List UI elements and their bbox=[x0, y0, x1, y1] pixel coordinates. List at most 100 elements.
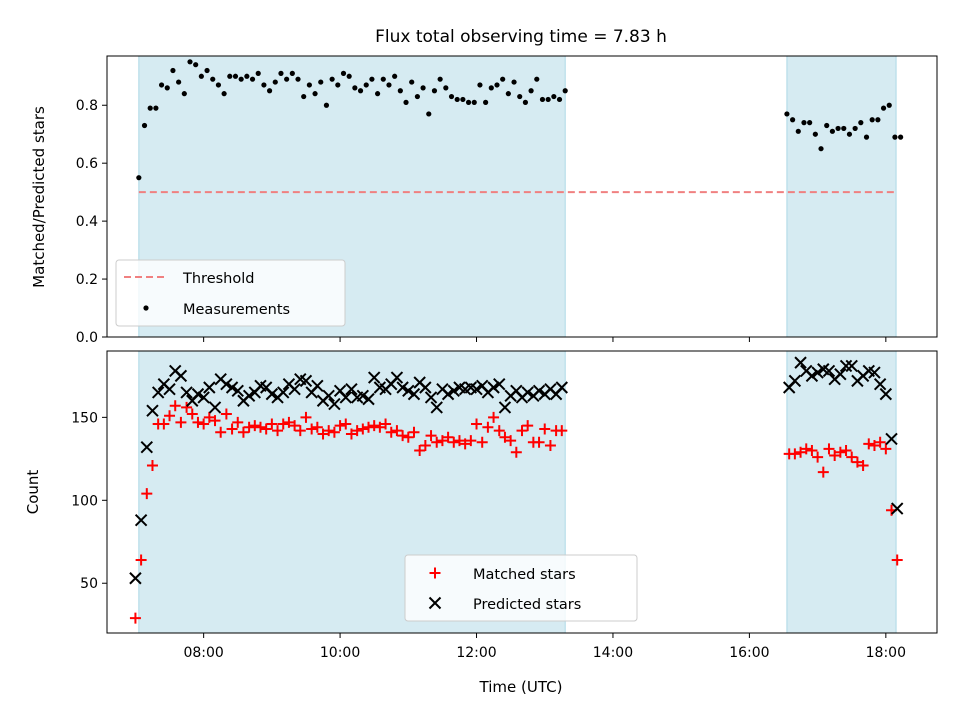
measurement-point bbox=[221, 91, 227, 97]
measurement-point bbox=[255, 70, 261, 76]
measurement-point bbox=[397, 88, 403, 94]
bottom-axes-frame bbox=[106, 350, 938, 634]
matched-star-point bbox=[436, 435, 448, 447]
matched-star-point bbox=[317, 428, 329, 440]
measurement-point bbox=[460, 96, 466, 103]
x-tick-label: 16:00 bbox=[729, 645, 769, 661]
predicted-star-point bbox=[140, 441, 154, 454]
measurement-point bbox=[187, 59, 193, 65]
measurement-points bbox=[136, 59, 904, 181]
matched-star-point bbox=[374, 421, 386, 433]
measurement-point bbox=[517, 93, 523, 100]
predicted-stars-legend-label: Predicted stars bbox=[473, 597, 581, 613]
top-y-axis-label: Matched/Predicted stars bbox=[30, 106, 48, 288]
matched-star-point bbox=[198, 418, 210, 430]
predicted-star-point bbox=[407, 387, 421, 401]
x-tick-label: 18:00 bbox=[866, 645, 906, 661]
matched-star-point bbox=[516, 425, 528, 437]
matched-star-point bbox=[505, 435, 517, 447]
matched-star-point bbox=[380, 418, 392, 430]
measurement-point bbox=[136, 175, 142, 181]
measurement-point bbox=[312, 91, 318, 97]
measurement-point bbox=[465, 99, 472, 105]
matched-star-point bbox=[544, 440, 556, 452]
matched-star-point bbox=[363, 421, 375, 433]
matched-star-point bbox=[419, 440, 431, 452]
predicted-star-point bbox=[328, 397, 341, 411]
predicted-star-point bbox=[146, 404, 159, 417]
measurement-point bbox=[528, 88, 534, 94]
measurement-point bbox=[335, 82, 341, 88]
matched-star-point bbox=[283, 416, 295, 428]
predicted-star-point bbox=[151, 386, 165, 399]
predicted-star-point bbox=[129, 572, 142, 585]
predicted-star-point bbox=[839, 359, 853, 373]
matched-star-point bbox=[237, 426, 249, 438]
measurement-point bbox=[176, 79, 182, 85]
matched-star-point bbox=[453, 435, 465, 447]
chart-title: Flux total observing time = 7.83 h bbox=[375, 27, 667, 47]
x-tick-label: 14:00 bbox=[593, 645, 633, 661]
top-legend: Threshold Measurements bbox=[115, 259, 346, 327]
top-ytick-label: 0.8 bbox=[76, 98, 98, 114]
bottom-ytick-label: 100 bbox=[71, 493, 98, 509]
matched-star-point bbox=[334, 420, 346, 432]
matched-star-point bbox=[340, 418, 352, 430]
matched-star-point bbox=[829, 450, 841, 462]
measurement-point bbox=[522, 99, 529, 105]
matched-star-point bbox=[817, 466, 829, 478]
measurement-point bbox=[181, 91, 187, 97]
measurement-point bbox=[352, 85, 358, 91]
matched-star-point bbox=[510, 446, 522, 458]
measurement-point bbox=[301, 93, 307, 100]
measurement-point bbox=[818, 146, 824, 152]
predicted-star-point bbox=[163, 382, 176, 396]
matched-star-point bbox=[215, 426, 227, 438]
measurement-point bbox=[426, 111, 432, 117]
predicted-star-point bbox=[180, 386, 193, 399]
measurement-point bbox=[403, 99, 409, 105]
predicted-star-point bbox=[208, 401, 222, 414]
predicted-star-point bbox=[521, 386, 534, 399]
predicted-star-point bbox=[265, 387, 279, 401]
matched-star-point bbox=[232, 416, 244, 428]
matched-star-point bbox=[249, 420, 261, 432]
predicted-star-point bbox=[885, 432, 898, 446]
measurement-point bbox=[858, 120, 864, 126]
measurement-point bbox=[170, 67, 176, 74]
measurement-point bbox=[483, 99, 489, 105]
measurement-point bbox=[266, 88, 273, 94]
bottom-y-axis-label: Count bbox=[24, 470, 42, 515]
measurement-point bbox=[875, 117, 881, 123]
measurement-point bbox=[505, 91, 511, 97]
measurement-point bbox=[784, 111, 790, 117]
matched-star-point bbox=[226, 423, 238, 435]
measurement-point bbox=[158, 82, 165, 88]
predicted-star-point bbox=[396, 381, 409, 394]
measurement-point bbox=[886, 102, 892, 108]
predicted-star-point bbox=[834, 368, 847, 381]
measurement-point bbox=[272, 79, 278, 85]
predicted-star-point bbox=[242, 389, 256, 402]
measurement-point bbox=[852, 125, 858, 132]
matched-star-point bbox=[311, 421, 323, 433]
predicted-star-point bbox=[174, 369, 188, 383]
measurement-point bbox=[323, 102, 330, 108]
predicted-star-point bbox=[424, 391, 438, 404]
bottom-observing-span-2 bbox=[786, 350, 897, 634]
predicted-stars-legend-swatch bbox=[428, 596, 442, 610]
predicted-star-point bbox=[498, 401, 512, 414]
measurement-point bbox=[551, 93, 557, 100]
measurement-point bbox=[141, 122, 148, 129]
matched-stars-legend-swatch bbox=[429, 567, 441, 579]
matched-star-point bbox=[868, 440, 880, 452]
predicted-star-point bbox=[311, 379, 324, 393]
measurement-point bbox=[249, 76, 256, 82]
matched-star-point bbox=[465, 435, 477, 447]
predicted-star-point bbox=[805, 369, 819, 383]
ratio-panel: 0.00.20.40.60.8 Matched/Predicted stars … bbox=[30, 55, 938, 346]
matched-star-point bbox=[408, 426, 420, 438]
measurement-point bbox=[164, 85, 170, 91]
measurement-point bbox=[471, 99, 477, 105]
matched-star-point bbox=[289, 420, 301, 432]
